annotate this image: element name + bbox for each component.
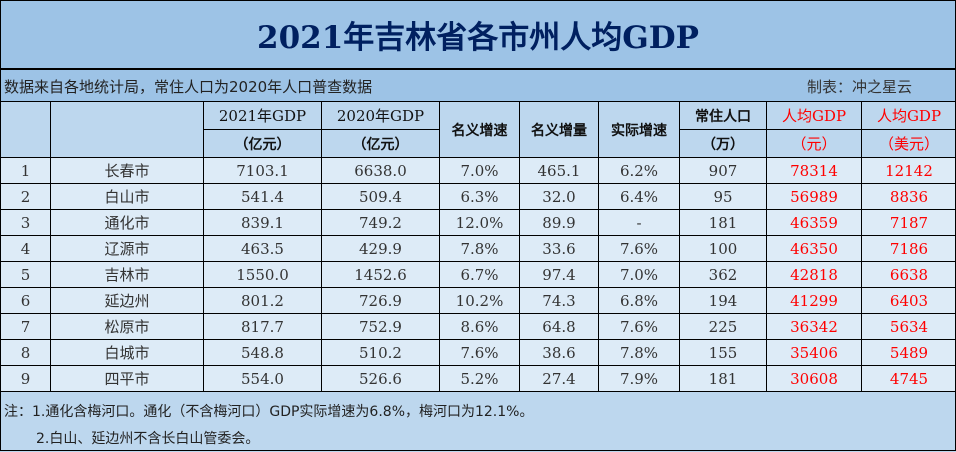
outer-border bbox=[0, 0, 956, 451]
